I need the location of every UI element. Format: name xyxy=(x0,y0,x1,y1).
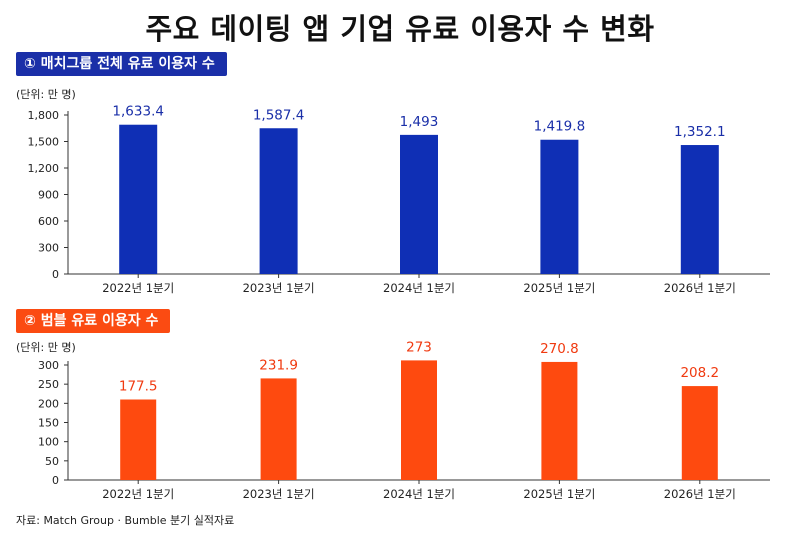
chart-2-x-tick-label: 2025년 1분기 xyxy=(523,487,595,501)
chart-2-y-tick-label: 150 xyxy=(38,417,59,430)
chart-1-y-tick-label: 600 xyxy=(38,215,59,228)
chart-2-y-tick-label: 250 xyxy=(38,378,59,391)
chart-2-value-label: 273 xyxy=(406,339,432,355)
chart-2-value-label: 231.9 xyxy=(259,357,298,373)
chart-1-x-tick-label: 2023년 1분기 xyxy=(243,281,315,295)
chart-2-x-tick-label: 2026년 1분기 xyxy=(664,487,736,501)
source-note: 자료: Match Group · Bumble 분기 실적자료 xyxy=(16,514,235,527)
chart-2-value-label: 208.2 xyxy=(680,365,719,381)
chart-1-x-tick-label: 2024년 1분기 xyxy=(383,281,455,295)
chart-1-bar xyxy=(259,128,298,274)
chart-1-x-tick-label: 2025년 1분기 xyxy=(523,281,595,295)
chart-2-value-label: 177.5 xyxy=(119,379,158,395)
chart-1-y-tick-label: 1,200 xyxy=(28,162,60,175)
chart-1-y-tick-label: 0 xyxy=(52,268,59,281)
chart-2-bar xyxy=(260,378,297,480)
chart-2-bar xyxy=(401,360,437,480)
chart-1-value-label: 1,587.4 xyxy=(253,107,305,123)
chart-1-bar xyxy=(540,139,579,274)
chart-2-unit-label: (단위: 만 명) xyxy=(16,341,76,354)
chart-2-bar xyxy=(120,399,157,480)
chart-2-y-tick-label: 300 xyxy=(38,359,59,372)
chart-1-bar xyxy=(119,124,158,274)
chart-1-value-label: 1,352.1 xyxy=(674,124,726,140)
chart-1-x-tick-label: 2022년 1분기 xyxy=(102,281,174,295)
chart-1-badge: ① 매치그룹 전체 유료 이용자 수 xyxy=(16,52,227,76)
chart-1-value-label: 1,493 xyxy=(400,114,439,130)
chart-2-x-tick-label: 2024년 1분기 xyxy=(383,487,455,501)
chart-1-x-tick-label: 2026년 1분기 xyxy=(664,281,736,295)
chart-1-value-label: 1,633.4 xyxy=(112,104,164,120)
match-group-bar-chart: 0 300 600 900 1,200 1,500 1,800 1,633.4 2022년 1분… xyxy=(28,104,770,295)
chart-2-y-tick-label: 0 xyxy=(52,474,59,487)
chart-2-value-label: 270.8 xyxy=(540,341,579,357)
chart-2-bar xyxy=(681,386,718,480)
chart-1-bar xyxy=(400,134,438,274)
chart-2-y-tick-label: 100 xyxy=(38,436,59,449)
chart-1-y-tick-label: 1,800 xyxy=(28,109,60,122)
chart-2-badge: ② 범블 유료 이용자 수 xyxy=(16,309,171,333)
chart-1-y-tick-label: 900 xyxy=(38,189,59,202)
chart-1-value-label: 1,419.8 xyxy=(534,119,586,135)
chart-2-bar xyxy=(541,361,578,480)
bumble-bar-chart: 0 50 100 150 200 250 300 177.5 2022년 1분기 231.9 202… xyxy=(38,339,770,501)
chart-1-unit-label: (단위: 만 명) xyxy=(16,88,76,101)
chart-2-y-tick-label: 50 xyxy=(45,455,59,468)
chart-2-x-tick-label: 2023년 1분기 xyxy=(243,487,315,501)
page-title: 주요 데이팅 앱 기업 유료 이용자 수 변화 xyxy=(145,12,655,46)
chart-1-bar xyxy=(680,145,719,274)
chart-2-x-tick-label: 2022년 1분기 xyxy=(102,487,174,501)
chart-1-y-tick-label: 1,500 xyxy=(28,136,60,149)
chart-1-y-tick-label: 300 xyxy=(38,242,59,255)
chart-2-y-tick-label: 200 xyxy=(38,397,59,410)
